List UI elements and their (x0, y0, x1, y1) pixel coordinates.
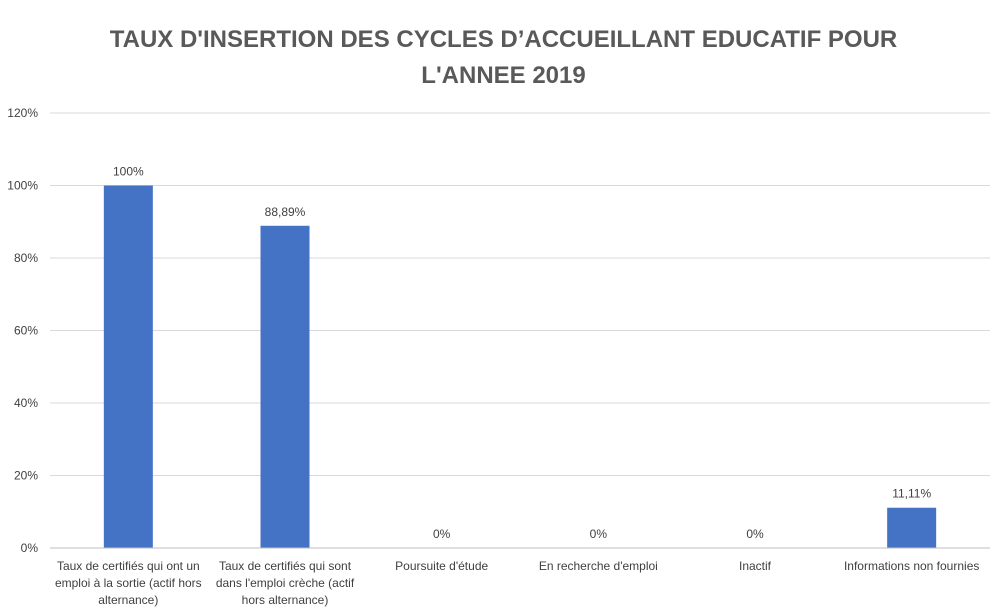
x-category-label: Poursuite d'étude (395, 559, 488, 573)
bar (887, 507, 937, 548)
y-tick-label: 120% (7, 106, 38, 120)
y-tick-label: 0% (21, 541, 39, 555)
bar (260, 225, 310, 548)
data-label: 0% (590, 527, 608, 541)
y-tick-label: 100% (7, 179, 38, 193)
x-category-label: dans l'emploi crèche (actif (216, 576, 355, 590)
bar (103, 185, 153, 548)
x-category-label: Taux de certifiés qui ont un (57, 559, 200, 573)
y-tick-label: 40% (14, 396, 38, 410)
data-label: 88,89% (265, 205, 306, 219)
chart-title: TAUX D'INSERTION DES CYCLES D’ACCUEILLAN… (0, 22, 1007, 94)
x-category-label: Taux de certifiés qui sont (219, 559, 352, 573)
data-label: 0% (746, 527, 764, 541)
y-tick-label: 60% (14, 324, 38, 338)
chart-title-line-1: TAUX D'INSERTION DES CYCLES D’ACCUEILLAN… (109, 26, 898, 53)
x-category-label: En recherche d'emploi (539, 559, 658, 573)
data-label: 0% (433, 527, 451, 541)
x-category-label: emploi à la sortie (actif hors (55, 576, 202, 590)
x-category-label: Informations non fournies (844, 559, 979, 573)
x-category-label: hors alternance) (242, 593, 329, 607)
y-tick-label: 80% (14, 251, 38, 265)
x-category-label: alternance) (98, 593, 158, 607)
data-label: 100% (113, 165, 144, 179)
x-category-label: Inactif (739, 559, 772, 573)
data-label: 11,11% (892, 487, 931, 501)
chart-title-line-2: L'ANNEE 2019 (421, 62, 586, 89)
y-tick-label: 20% (14, 469, 38, 483)
